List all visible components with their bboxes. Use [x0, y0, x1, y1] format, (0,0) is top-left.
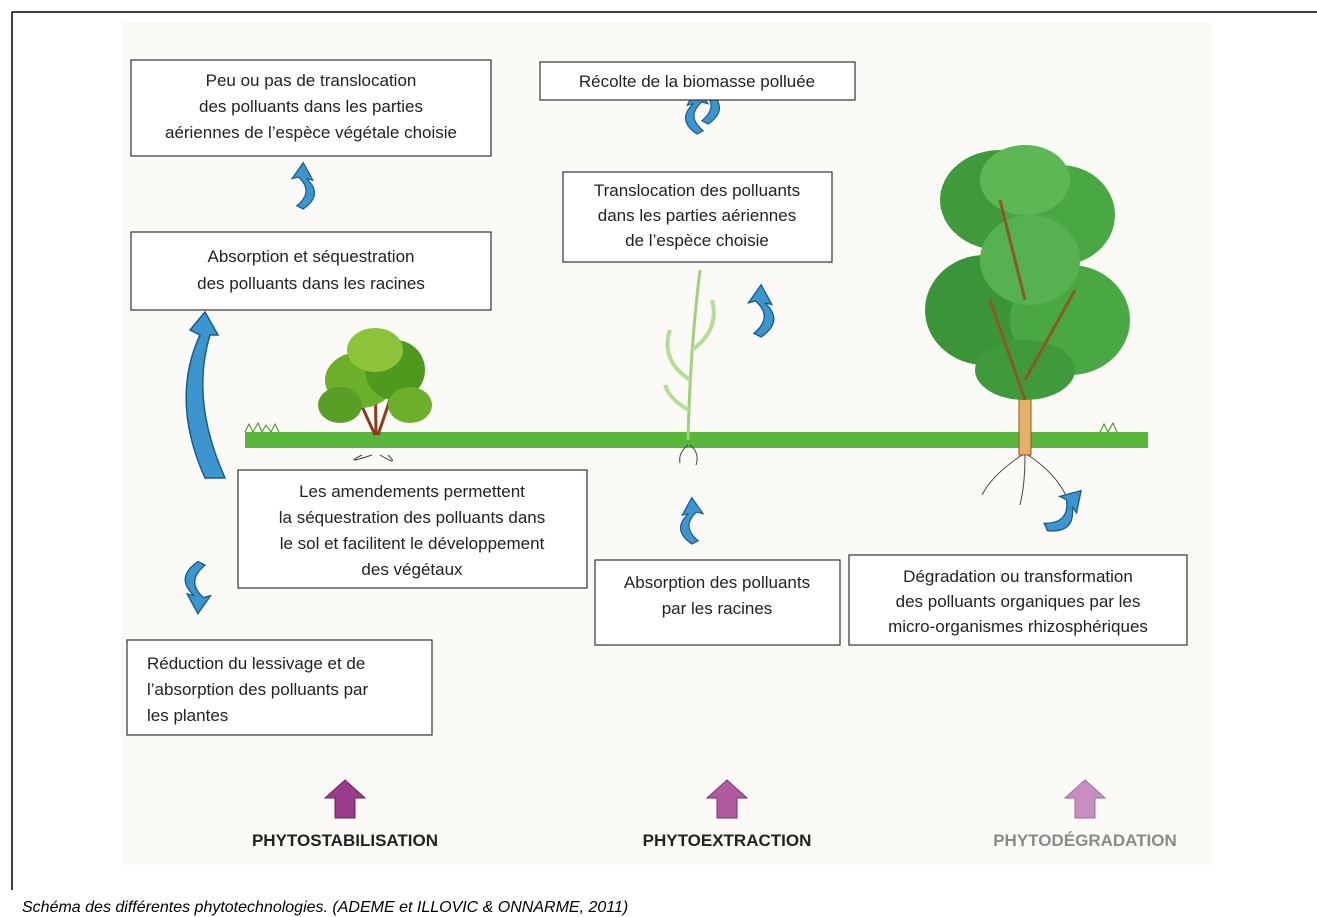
grass	[245, 432, 1148, 448]
box-text: le sol et facilitent le développement	[280, 534, 545, 553]
box-text: les plantes	[147, 706, 228, 725]
box-text: Absorption et séquestration	[208, 247, 415, 266]
box-text: l’absorption des polluants par	[147, 680, 368, 699]
box-text: Absorption des polluants	[624, 573, 810, 592]
technology-label: PHYTOEXTRACTION	[643, 831, 812, 850]
box-text: Translocation des polluants	[594, 181, 800, 200]
box-text: Récolte de la biomasse polluée	[579, 72, 815, 91]
caption: Schéma des différentes phytotechnologies…	[22, 899, 628, 916]
box-text: dans les parties aériennes	[598, 206, 796, 225]
box-text: par les racines	[662, 599, 773, 618]
box-text: la séquestration des polluants dans	[279, 508, 546, 527]
technology-label: PHYTODÉGRADATION	[993, 831, 1177, 850]
diagram: Peu ou pas de translocation des polluant…	[0, 0, 1317, 917]
box-text: des polluants dans les racines	[197, 274, 425, 293]
box-text: aériennes de l’espèce végétale choisie	[165, 123, 457, 142]
box-text: Les amendements permettent	[299, 482, 525, 501]
box-text: de l’espèce choisie	[625, 231, 769, 250]
box	[131, 232, 491, 310]
box-text: Dégradation ou transformation	[903, 567, 1133, 586]
box-text: micro-organismes rhizosphériques	[888, 617, 1148, 636]
box-text: Peu ou pas de translocation	[206, 71, 417, 90]
box-text: Réduction du lessivage et de	[147, 654, 365, 673]
box-text: des polluants organiques par les	[896, 592, 1141, 611]
box-text: des végétaux	[361, 560, 463, 579]
technology-label: PHYTOSTABILISATION	[252, 831, 438, 850]
box-text: des polluants dans les parties	[199, 97, 423, 116]
